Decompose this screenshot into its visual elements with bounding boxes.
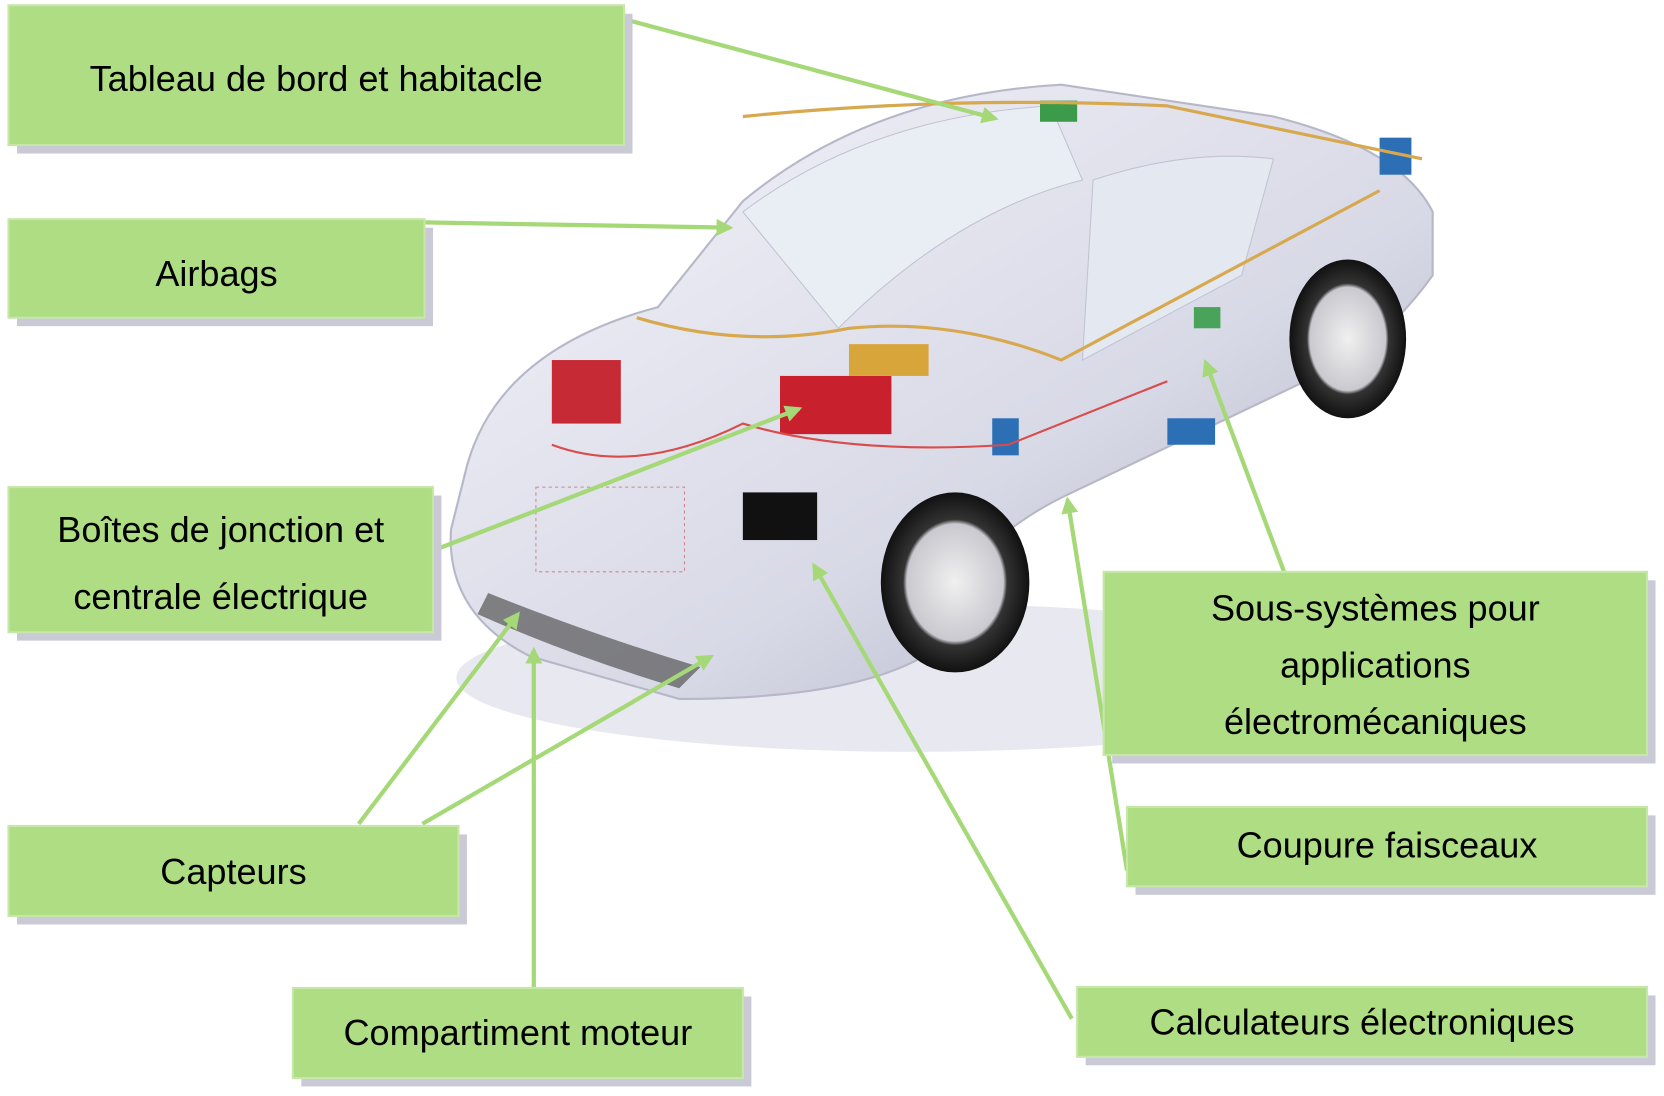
rear-wheel xyxy=(1289,259,1406,418)
front-wheel xyxy=(881,492,1030,672)
component xyxy=(552,360,621,424)
label-text: électromécaniques xyxy=(1224,701,1527,742)
component xyxy=(1167,418,1215,444)
label-text: Coupure faisceaux xyxy=(1237,825,1538,866)
label-text: Tableau de bord et habitacle xyxy=(90,58,543,99)
callout-arrow xyxy=(359,614,518,824)
label-text: Airbags xyxy=(155,253,277,294)
label-text: applications xyxy=(1280,645,1471,686)
label-text: Sous-systèmes pour xyxy=(1211,588,1540,629)
component xyxy=(743,492,817,540)
component xyxy=(1194,307,1221,328)
label-text: Calculateurs électroniques xyxy=(1150,1002,1575,1043)
label-text: centrale électrique xyxy=(73,576,368,617)
label-text: Compartiment moteur xyxy=(343,1012,692,1053)
callout-arrow xyxy=(624,19,995,119)
diagram: Tableau de bord et habitacle Airbags Boîte… xyxy=(0,0,1664,1096)
label-text: Capteurs xyxy=(160,851,306,892)
callout-arrow xyxy=(424,222,730,227)
component xyxy=(992,418,1019,455)
label-text: Boîtes de jonction et xyxy=(57,509,384,550)
component xyxy=(849,344,929,376)
component xyxy=(780,376,891,434)
